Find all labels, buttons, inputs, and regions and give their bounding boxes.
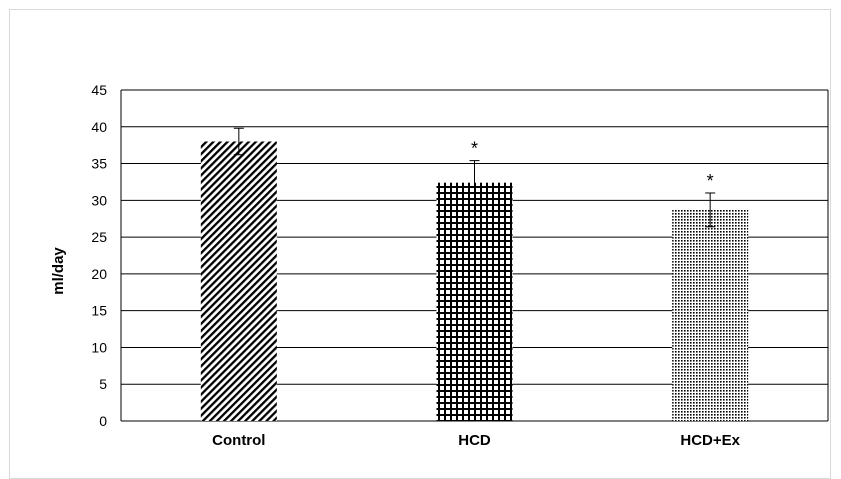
y-tick-label: 30	[91, 192, 107, 208]
y-tick-label: 20	[91, 266, 107, 282]
y-tick-label: 25	[91, 229, 107, 245]
y-axis-label: ml/day	[50, 247, 67, 295]
y-tick-label: 10	[91, 339, 107, 355]
bar-hcd	[436, 182, 513, 421]
y-tick-label: 15	[91, 303, 107, 319]
y-tick-label: 35	[91, 156, 107, 172]
bar-control	[200, 141, 277, 421]
x-tick-label: HCD+Ex	[680, 432, 740, 449]
y-tick-label: 40	[91, 119, 107, 135]
y-tick-label: 5	[99, 376, 107, 392]
x-tick-label: HCD	[458, 432, 491, 449]
y-tick-label: 45	[91, 82, 107, 98]
significance-marker: *	[707, 171, 714, 191]
significance-marker: *	[471, 139, 478, 159]
bar-chart: 0 5 10 15 20 25 30 35 40 45 Control HCD HCD+Ex * * m…	[50, 82, 829, 449]
y-tick-label: 0	[99, 413, 107, 429]
x-tick-label: Control	[212, 432, 265, 449]
bar-hcd-ex	[672, 209, 749, 421]
